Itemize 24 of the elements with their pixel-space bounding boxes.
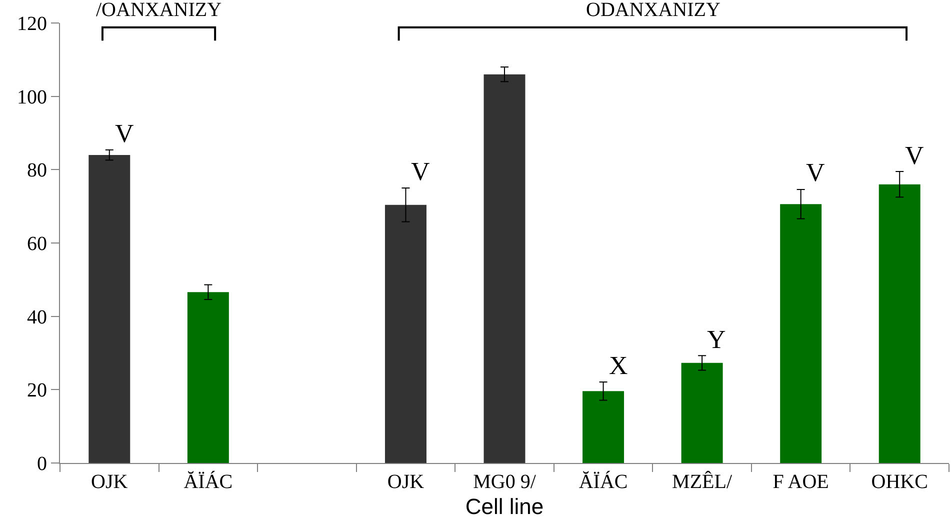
y-tick-label: 40 bbox=[27, 306, 47, 328]
text: /OANXANIZY bbox=[96, 0, 222, 21]
y-tick-label: 0 bbox=[37, 453, 47, 475]
data-label: Y bbox=[707, 325, 726, 354]
data-label: V bbox=[115, 119, 134, 148]
x-tick-label: ĂÏÁC bbox=[184, 470, 233, 493]
x-tick-label: OHKC bbox=[871, 471, 928, 493]
y-tick-label: 120 bbox=[17, 13, 47, 35]
y-tick-label: 100 bbox=[17, 86, 47, 108]
x-tick-label: F AOE bbox=[772, 471, 829, 493]
data-label: V bbox=[905, 141, 924, 170]
y-tick-label: 60 bbox=[27, 233, 47, 255]
y-tick-label: 20 bbox=[27, 380, 47, 402]
x-axis-title: Cell line bbox=[465, 494, 544, 519]
x-tick-label: MZÊL/ bbox=[672, 470, 732, 493]
text: ODANXANIZY bbox=[586, 0, 720, 21]
x-tick-label: OJK bbox=[91, 471, 128, 493]
x-tick-label: ĂÏÁC bbox=[578, 470, 628, 493]
y-tick-label: 80 bbox=[27, 160, 47, 182]
x-tick-label: MG0 9/ bbox=[473, 471, 536, 493]
x-tick-label: OJK bbox=[387, 471, 425, 493]
data-label: V bbox=[806, 158, 825, 187]
data-label: X bbox=[609, 351, 628, 380]
data-label: V bbox=[411, 157, 430, 186]
